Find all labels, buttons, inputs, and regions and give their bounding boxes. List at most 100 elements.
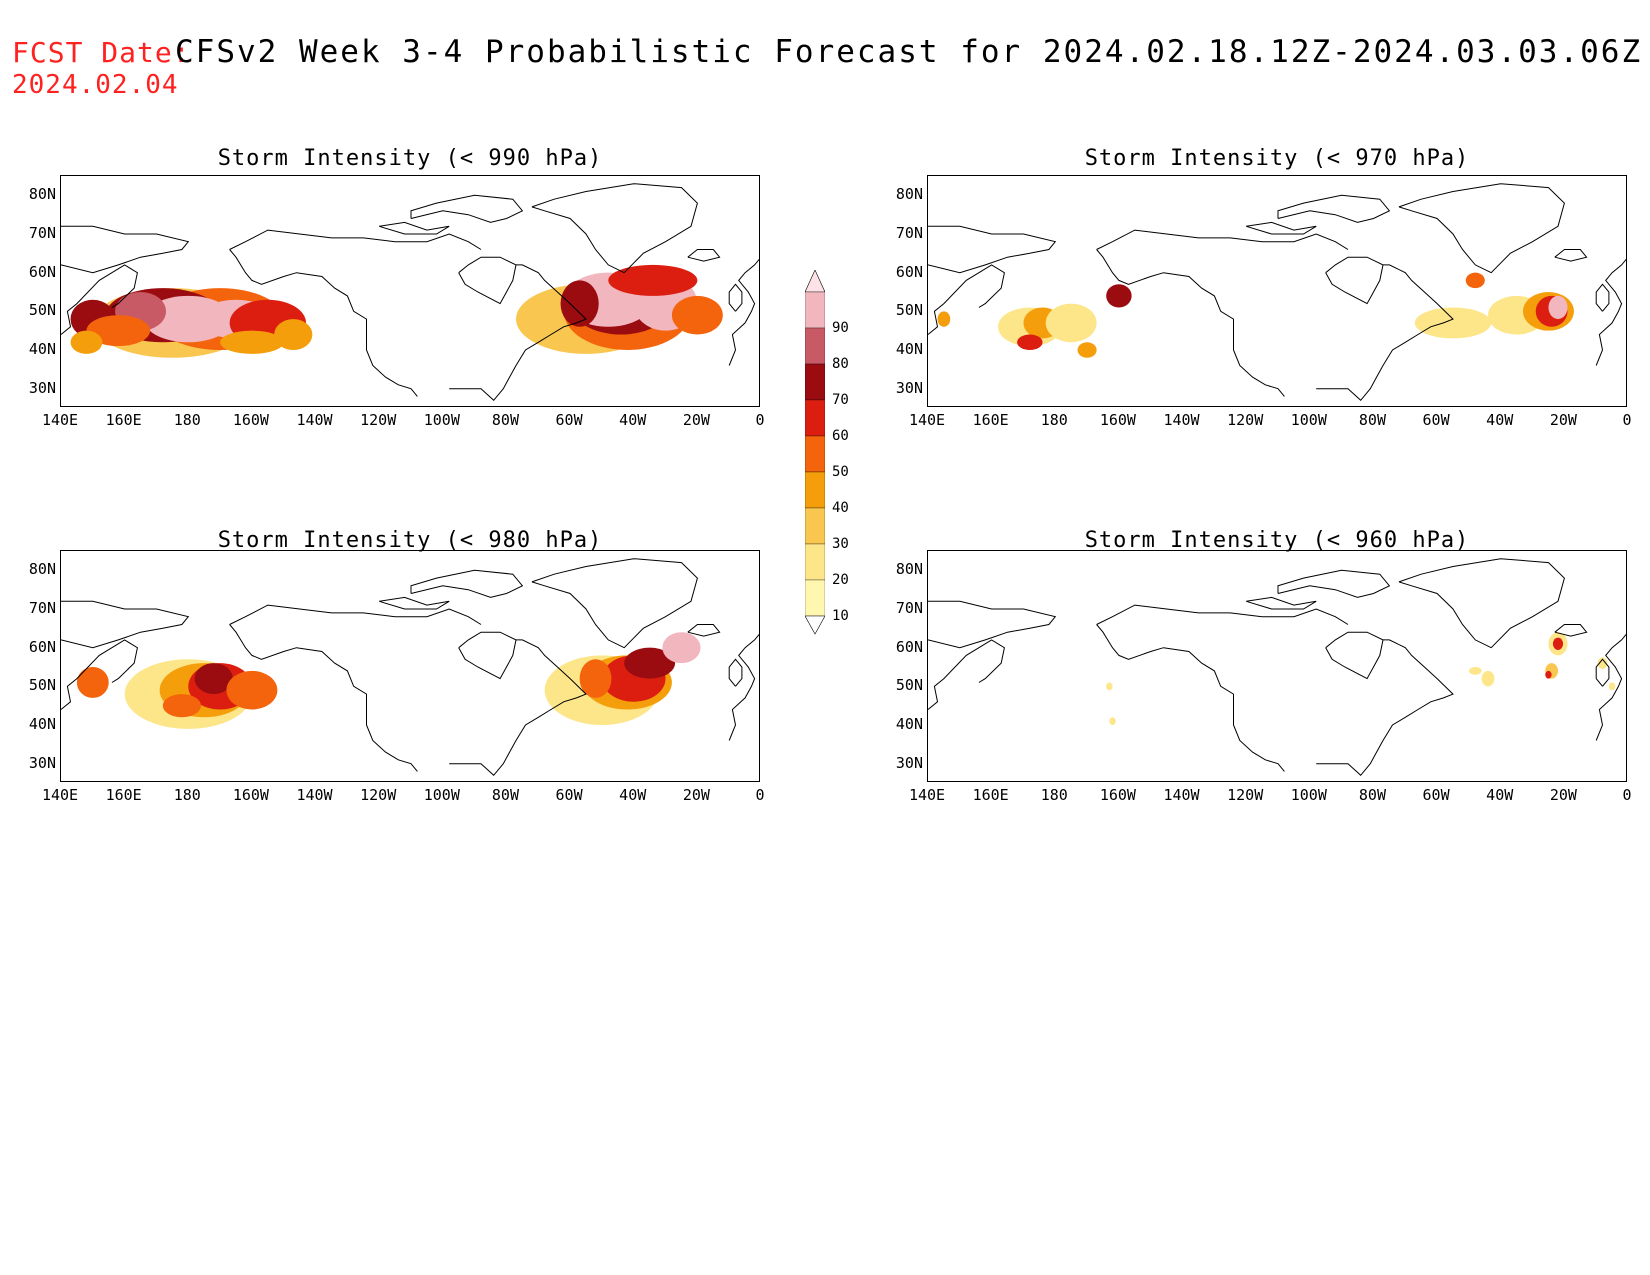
lat-label: 50N bbox=[28, 676, 56, 695]
colorbar-label: 30 bbox=[832, 536, 849, 552]
coastline bbox=[928, 264, 1005, 335]
colorbar-swatch bbox=[804, 435, 826, 473]
lat-label: 80N bbox=[895, 560, 923, 579]
coastline bbox=[229, 624, 418, 772]
coastline bbox=[1325, 256, 1384, 305]
coastline bbox=[1096, 624, 1285, 772]
probability-shading bbox=[1548, 295, 1568, 320]
colorbar-swatch bbox=[804, 615, 826, 635]
probability-shading bbox=[608, 264, 698, 296]
lon-label: 140E bbox=[41, 786, 79, 804]
coastline bbox=[61, 264, 138, 335]
lon-label: 60W bbox=[1422, 411, 1450, 429]
lon-label: 80W bbox=[491, 411, 519, 429]
coastline bbox=[1096, 604, 1349, 625]
page-title: CFSv2 Week 3-4 Probabilistic Forecast fo… bbox=[175, 34, 1643, 70]
probability-shading bbox=[1481, 670, 1495, 687]
panel-title: Storm Intensity (< 980 hPa) bbox=[217, 528, 603, 553]
coastline bbox=[449, 639, 587, 777]
map-p980 bbox=[60, 550, 760, 782]
probability-shading bbox=[194, 663, 233, 695]
lon-label: 160E bbox=[972, 786, 1009, 804]
coastline bbox=[61, 600, 190, 649]
lat-label: 40N bbox=[895, 715, 923, 733]
colorbar-swatch bbox=[804, 363, 826, 401]
probability-shading bbox=[226, 670, 278, 710]
probability-shading bbox=[1045, 303, 1097, 343]
lat-label: 40N bbox=[28, 715, 56, 733]
probability-shading bbox=[937, 311, 951, 327]
coastline bbox=[531, 183, 698, 274]
panel-title: Storm Intensity (< 990 hPa) bbox=[217, 146, 603, 171]
lat-label: 30N bbox=[28, 378, 56, 397]
colorbar bbox=[804, 269, 826, 670]
probability-shading bbox=[671, 295, 723, 335]
lon-label: 140W bbox=[296, 786, 333, 804]
lon-label: 40W bbox=[1486, 786, 1514, 804]
coastline bbox=[728, 283, 743, 312]
lon-label: 80W bbox=[1358, 411, 1386, 429]
lon-label: 60W bbox=[1422, 786, 1450, 804]
map-p970 bbox=[927, 175, 1627, 407]
lon-label: 140W bbox=[1163, 786, 1200, 804]
coastline bbox=[1398, 183, 1565, 274]
colorbar-swatch bbox=[804, 269, 826, 293]
coastline bbox=[410, 569, 524, 598]
map-canvas bbox=[61, 183, 759, 402]
probability-shading bbox=[76, 667, 109, 698]
coastline bbox=[531, 558, 698, 649]
colorbar-swatch bbox=[804, 291, 826, 329]
panel-title: Storm Intensity (< 970 hPa) bbox=[1084, 146, 1470, 171]
lon-label: 0 bbox=[1622, 411, 1632, 429]
lon-label: 40W bbox=[1486, 411, 1514, 429]
colorbar-swatch bbox=[804, 399, 826, 437]
lat-label: 30N bbox=[895, 378, 923, 397]
lon-label: 40W bbox=[619, 786, 647, 804]
coastline bbox=[1554, 249, 1588, 262]
coastline bbox=[229, 604, 482, 625]
lon-label: 140W bbox=[296, 411, 333, 429]
probability-shading bbox=[1017, 334, 1043, 350]
lon-label: 20W bbox=[1549, 786, 1577, 804]
probability-shading bbox=[1545, 670, 1552, 679]
coastline bbox=[928, 225, 1057, 274]
colorbar-label: 80 bbox=[832, 356, 849, 372]
lat-label: 30N bbox=[28, 753, 56, 772]
lat-label: 70N bbox=[895, 224, 923, 242]
coastline bbox=[1595, 658, 1610, 687]
lat-label: 50N bbox=[895, 301, 923, 320]
coastline bbox=[61, 639, 138, 710]
coastline bbox=[1277, 194, 1391, 223]
lat-label: 50N bbox=[895, 676, 923, 695]
coastline bbox=[229, 229, 482, 250]
coastline bbox=[687, 624, 721, 637]
lon-label: 180 bbox=[1040, 411, 1068, 429]
lon-label: 120W bbox=[360, 786, 397, 804]
coastline bbox=[728, 633, 759, 741]
lat-label: 40N bbox=[28, 340, 56, 358]
coastline bbox=[687, 249, 721, 262]
colorbar-swatch bbox=[804, 507, 826, 545]
coastline bbox=[1595, 258, 1626, 366]
colorbar-label: 70 bbox=[832, 392, 849, 408]
coastline bbox=[229, 249, 418, 397]
lon-label: 80W bbox=[1358, 786, 1386, 804]
lon-label: 140E bbox=[41, 411, 79, 429]
coastline bbox=[1316, 264, 1454, 402]
lon-label: 160E bbox=[972, 411, 1009, 429]
probability-shading bbox=[1465, 272, 1485, 289]
lon-label: 160W bbox=[1099, 786, 1136, 804]
colorbar-label: 60 bbox=[832, 428, 849, 444]
fcst-date-value: 2024.02.04 bbox=[12, 70, 179, 100]
colorbar-swatch bbox=[804, 327, 826, 365]
lon-label: 100W bbox=[1290, 786, 1327, 804]
lon-label: 160W bbox=[232, 411, 269, 429]
map-canvas bbox=[928, 558, 1626, 777]
map-canvas bbox=[928, 183, 1626, 402]
probability-shading bbox=[1597, 657, 1608, 669]
lon-label: 120W bbox=[1227, 411, 1264, 429]
lon-label: 180 bbox=[1040, 786, 1068, 804]
lon-label: 140E bbox=[908, 411, 946, 429]
colorbar-swatch bbox=[804, 471, 826, 509]
colorbar-label: 90 bbox=[832, 320, 849, 336]
